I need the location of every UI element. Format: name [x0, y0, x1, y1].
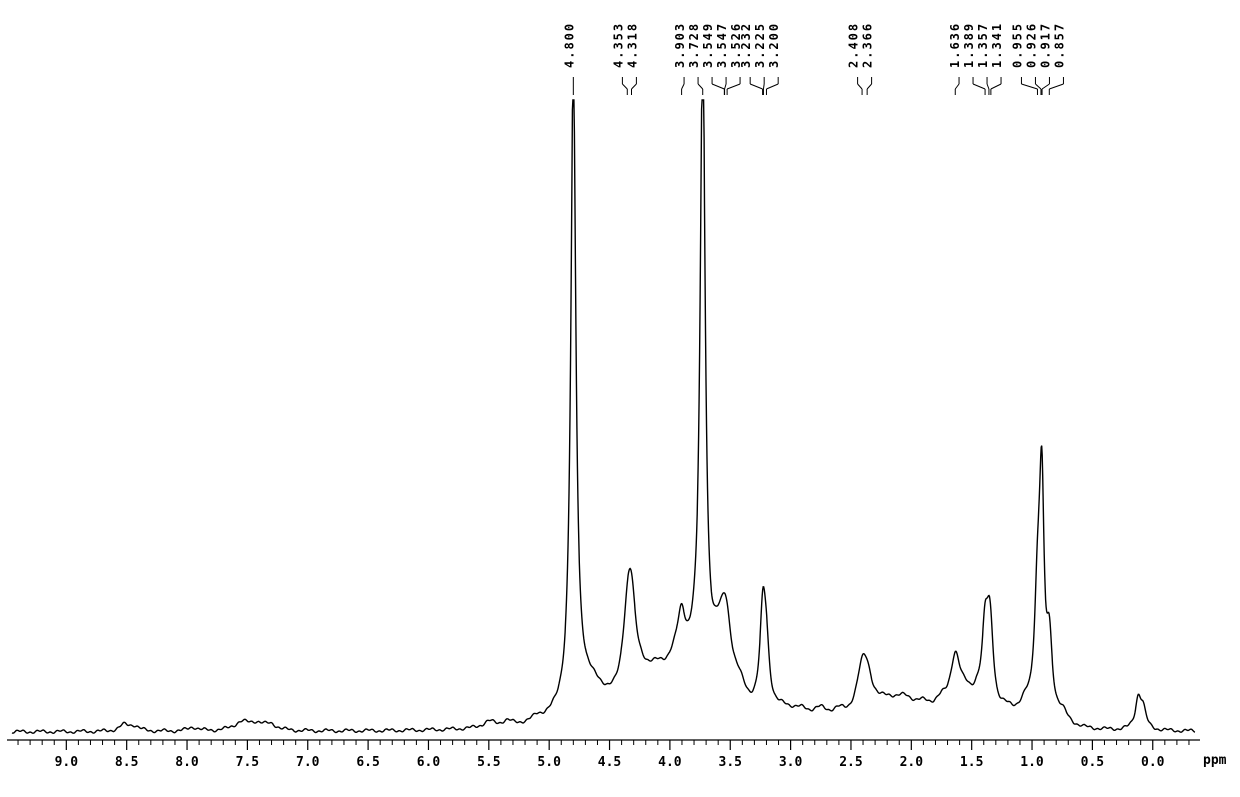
svg-text:2.366: 2.366	[861, 22, 875, 68]
svg-text:6.5: 6.5	[356, 755, 379, 770]
svg-text:0.857: 0.857	[1052, 22, 1066, 68]
svg-text:3.549: 3.549	[701, 22, 715, 68]
svg-text:1.357: 1.357	[976, 22, 990, 68]
svg-text:4.318: 4.318	[625, 22, 639, 68]
svg-text:0.0: 0.0	[1141, 755, 1165, 770]
nmr-spectrum-plot: 9.0 8.5 8.0 7.5 7.0 6.5 6.0 5.5 5.0 4.5 4.0 3.5 3.0 2…	[0, 0, 1240, 797]
svg-text:3.5: 3.5	[719, 755, 742, 770]
svg-text:8.5: 8.5	[115, 755, 138, 770]
svg-text:1.5: 1.5	[960, 755, 983, 770]
svg-text:1.0: 1.0	[1020, 755, 1044, 770]
svg-text:3.225: 3.225	[753, 22, 767, 68]
svg-text:1.341: 1.341	[990, 22, 1004, 68]
svg-text:2.408: 2.408	[847, 22, 861, 68]
svg-text:2.5: 2.5	[839, 755, 862, 770]
svg-text:0.5: 0.5	[1081, 755, 1104, 770]
svg-text:3.728: 3.728	[687, 22, 701, 68]
svg-text:5.5: 5.5	[477, 755, 500, 770]
svg-text:4.353: 4.353	[611, 22, 625, 68]
svg-text:4.800: 4.800	[562, 22, 576, 68]
svg-text:4.0: 4.0	[658, 755, 682, 770]
svg-text:9.0: 9.0	[55, 755, 79, 770]
svg-text:3.232: 3.232	[739, 22, 753, 68]
svg-text:3.547: 3.547	[715, 22, 729, 68]
svg-text:8.0: 8.0	[175, 755, 199, 770]
svg-text:0.926: 0.926	[1024, 22, 1038, 68]
svg-text:3.200: 3.200	[767, 22, 781, 68]
svg-text:4.5: 4.5	[598, 755, 621, 770]
svg-text:1.389: 1.389	[962, 22, 976, 68]
svg-text:0.917: 0.917	[1038, 22, 1052, 68]
svg-text:1.636: 1.636	[948, 22, 962, 68]
svg-text:0.955: 0.955	[1010, 22, 1024, 68]
svg-text:2.0: 2.0	[900, 755, 924, 770]
svg-text:7.0: 7.0	[296, 755, 320, 770]
svg-text:6.0: 6.0	[417, 755, 441, 770]
svg-text:3.0: 3.0	[779, 755, 803, 770]
svg-text:7.5: 7.5	[236, 755, 259, 770]
svg-text:5.0: 5.0	[537, 755, 561, 770]
axis-unit-label: ppm	[1203, 753, 1226, 768]
svg-text:3.903: 3.903	[673, 22, 687, 68]
